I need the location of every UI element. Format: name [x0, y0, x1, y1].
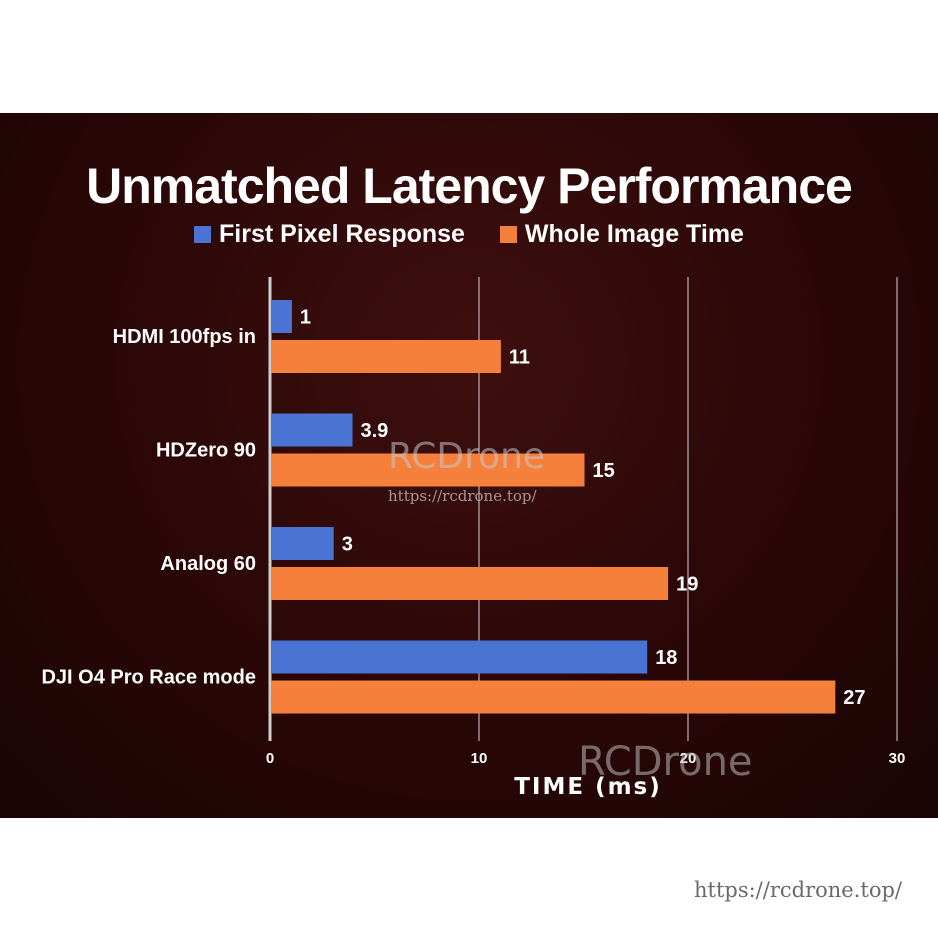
watermark-url-center: https://rcdrone.top/	[388, 487, 537, 505]
chart-title: Unmatched Latency Performance	[86, 158, 853, 214]
value-label-whole-image-1: 15	[593, 460, 615, 482]
bar-first-pixel-0	[271, 300, 292, 333]
x-tick-label-20: 20	[680, 750, 697, 767]
bar-whole-image-1	[271, 453, 585, 487]
legend: First Pixel Response Whole Image Time	[0, 220, 938, 249]
category-label-2: Analog 60	[160, 553, 256, 575]
bar-first-pixel-3	[271, 640, 648, 674]
category-label-3: DJI O4 Pro Race mode	[41, 667, 256, 689]
watermark-brand-bottom: RCDrone	[578, 739, 753, 785]
value-label-first-pixel-1: 3.9	[361, 420, 389, 442]
bar-whole-image-2	[271, 567, 669, 600]
category-label-0: HDMI 100fps in	[113, 326, 256, 348]
bar-first-pixel-2	[271, 527, 334, 560]
legend-label-whole-image: Whole Image Time	[524, 220, 744, 248]
bar-whole-image-0	[271, 340, 501, 373]
watermark-brand-center: RCDrone	[388, 436, 546, 477]
value-label-first-pixel-2: 3	[342, 534, 353, 556]
x-tick-label-10: 10	[471, 750, 488, 767]
value-label-whole-image-3: 27	[843, 687, 865, 709]
value-label-whole-image-0: 11	[509, 347, 530, 369]
x-tick-label-0: 0	[266, 750, 274, 767]
legend-item-first-pixel: First Pixel Response	[194, 220, 465, 249]
category-label-1: HDZero 90	[156, 440, 256, 462]
legend-swatch-whole-image	[499, 226, 517, 243]
value-label-first-pixel-0: 1	[300, 307, 311, 329]
x-axis-title: TIME (ms)	[514, 774, 662, 800]
legend-swatch-first-pixel	[194, 226, 212, 243]
legend-item-whole-image: Whole Image Time	[499, 220, 744, 249]
value-label-first-pixel-3: 18	[655, 647, 677, 669]
bar-first-pixel-1	[271, 413, 353, 447]
chart-panel: Unmatched Latency Performance First Pixe…	[0, 113, 938, 818]
footer-url: https://rcdrone.top/	[693, 878, 902, 902]
legend-label-first-pixel: First Pixel Response	[219, 220, 465, 248]
bar-whole-image-3	[271, 680, 836, 714]
value-label-whole-image-2: 19	[676, 574, 698, 596]
x-tick-label-30: 30	[889, 750, 906, 767]
